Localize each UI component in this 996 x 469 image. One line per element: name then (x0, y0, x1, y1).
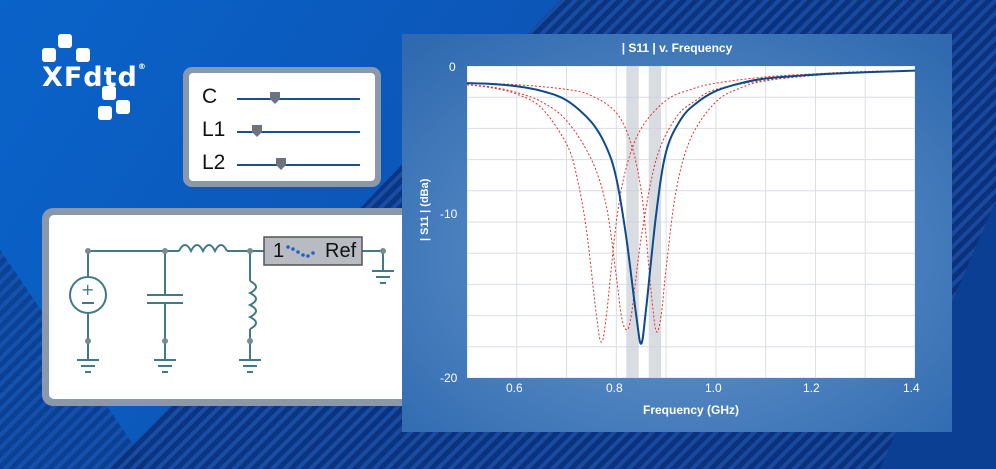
slider-row-l2: L2 (189, 149, 375, 179)
slider-thumb-l2[interactable] (276, 158, 287, 170)
x-tick-1.2: 1.2 (803, 381, 820, 395)
slider-label-c: C (202, 85, 218, 108)
svg-text:+: + (81, 280, 94, 299)
parameter-sliders-panel: C L1 L2 (183, 67, 381, 187)
ground-icon (239, 355, 261, 373)
brand-logo-mark (42, 34, 130, 120)
series-line-variant-2 (467, 70, 915, 331)
x-tick-0.6: 0.6 (506, 381, 523, 395)
series-line-variant-1 (467, 70, 915, 343)
inductor-l1-icon (178, 244, 228, 254)
y-tick-minus10: -10 (440, 207, 458, 221)
ground-icon (372, 251, 394, 284)
slider-track-l2[interactable] (237, 164, 360, 166)
highlight-band-0 (626, 66, 639, 378)
slider-thumb-l1[interactable] (251, 125, 262, 137)
series-line-nominal (467, 69, 915, 345)
y-axis-label: | S11 | (dBa) (419, 179, 431, 241)
port-number: 1 (273, 240, 285, 262)
port-wave-icon (286, 245, 315, 258)
ground-icon (77, 355, 99, 373)
circuit-schematic: + (69, 236, 394, 373)
y-tick-0: 0 (449, 60, 456, 74)
ground-icon (154, 355, 176, 373)
slider-thumb-c[interactable] (270, 92, 281, 104)
series-line-variant-3 (467, 70, 915, 333)
slider-label-l1: L1 (202, 118, 226, 141)
port-label: Ref (325, 240, 357, 262)
x-tick-1.4: 1.4 (903, 381, 920, 395)
chart-title: | S11 | v. Frequency (621, 41, 733, 55)
slider-label-l2: L2 (202, 151, 226, 174)
s11-plot (467, 66, 915, 378)
matching-circuit-panel: + (42, 208, 424, 406)
x-tick-0.8: 0.8 (606, 381, 623, 395)
inductor-l2-icon (247, 280, 257, 330)
slider-track-l1[interactable] (237, 131, 360, 133)
x-axis-label: Frequency (GHz) (642, 403, 739, 417)
y-tick-minus20: -20 (440, 371, 458, 385)
brand-logo-text: XFdtd® (42, 62, 147, 93)
port-box (263, 236, 363, 266)
slider-row-l1: L1 (189, 116, 375, 146)
slider-row-c: C (189, 83, 375, 113)
x-tick-1.0: 1.0 (705, 381, 722, 395)
slider-track-c[interactable] (237, 98, 360, 100)
